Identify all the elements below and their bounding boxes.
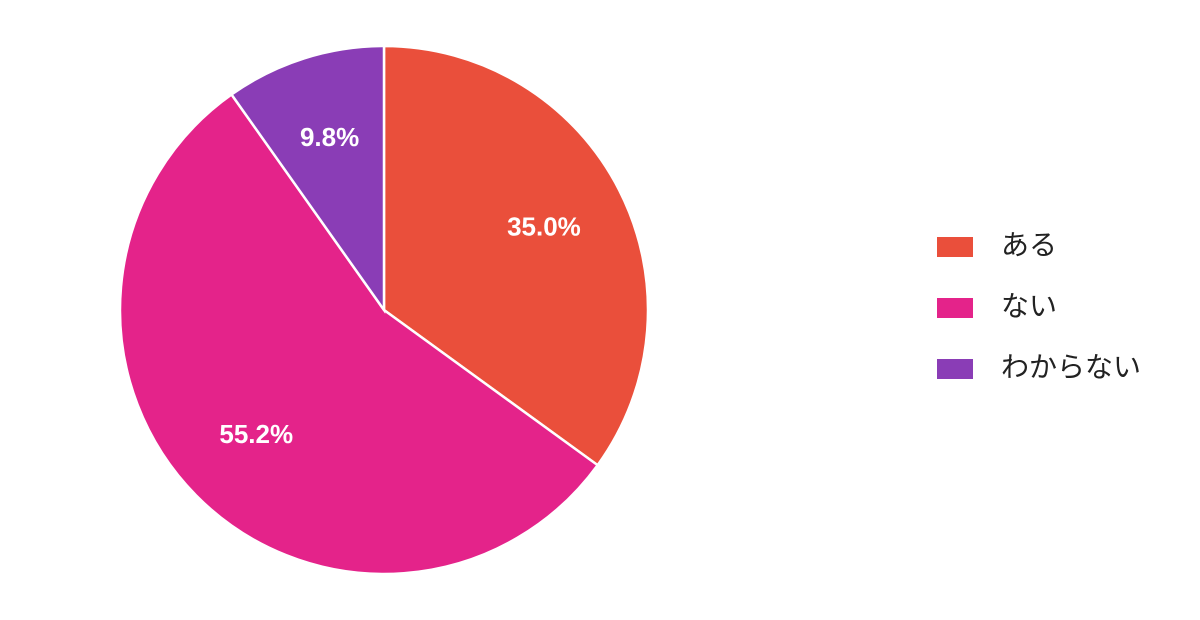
pie-slice <box>229 44 386 314</box>
value-label: 9.8% <box>300 122 359 152</box>
legend-swatch <box>937 298 973 318</box>
legend-label: わからない <box>1001 351 1141 382</box>
legend-label: ない <box>1001 290 1057 321</box>
pie-slice <box>382 44 650 467</box>
value-label: 55.2% <box>219 419 293 449</box>
legend-swatch <box>937 237 973 257</box>
value-label: 35.0% <box>507 211 581 241</box>
legend-label: ある <box>1001 229 1057 260</box>
pie-slice <box>118 92 600 576</box>
legend-swatch <box>937 359 973 379</box>
